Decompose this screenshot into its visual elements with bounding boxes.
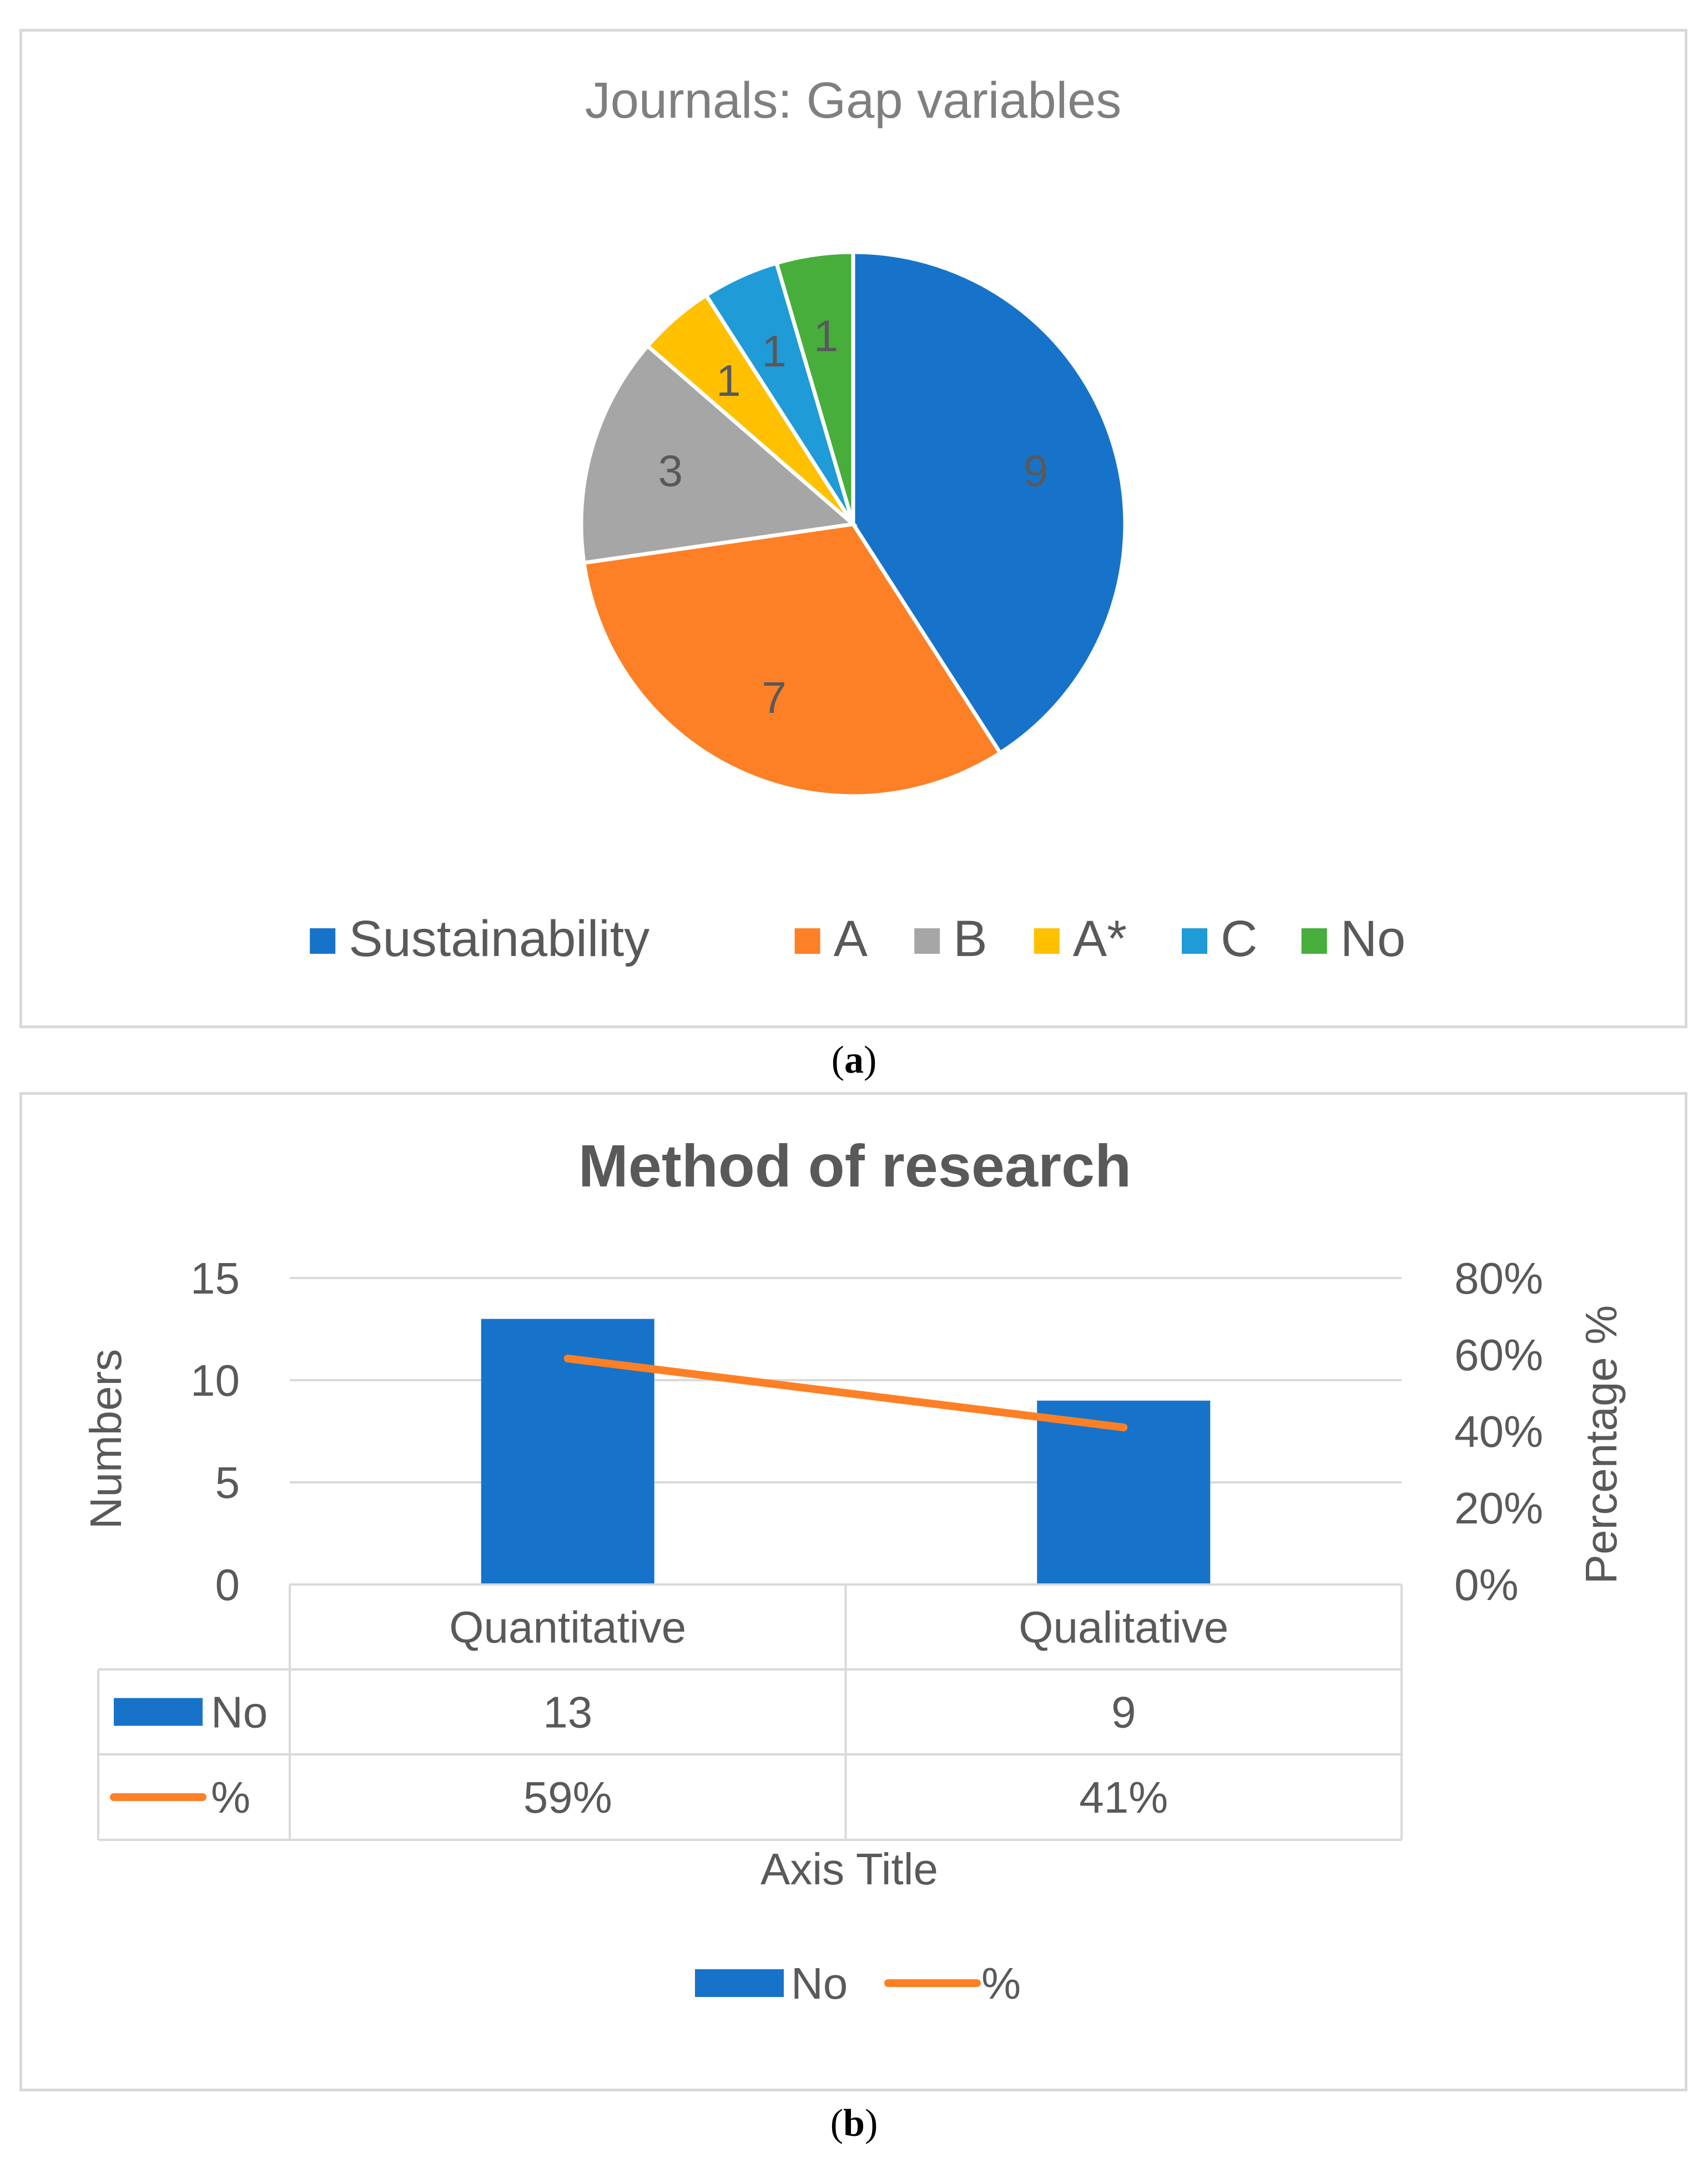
- y2-tick-60percent: 60%: [1454, 1330, 1543, 1380]
- table-legend-key-no: [114, 1698, 203, 1726]
- table-cell-percent-quantitative: 59%: [523, 1773, 612, 1822]
- bar-line-chart: Method of research 0 5 10 15 0% 20% 40% 60% 80%…: [81, 1132, 1626, 2008]
- bar-chart-title: Method of research: [578, 1132, 1131, 1199]
- legend-label-no: No: [791, 1959, 848, 2008]
- pie-data-label-no: 1: [814, 311, 839, 360]
- pie-data-label-a-star: 1: [716, 356, 741, 405]
- legend-item-a: A: [794, 911, 868, 967]
- pie-slice-a: [582, 522, 1003, 798]
- table-cell-no-qualitative: 9: [1111, 1688, 1136, 1737]
- legend-swatch-sustainability: [310, 928, 336, 954]
- y2-tick-80percent: 80%: [1454, 1254, 1543, 1303]
- legend-item-b: B: [914, 911, 987, 967]
- y2-tick-40percent: 40%: [1454, 1407, 1543, 1456]
- table-cell-no-quantitative: 13: [543, 1688, 592, 1737]
- pie-slice-b: [579, 343, 858, 565]
- line-series-percent: [563, 1354, 1128, 1432]
- legend-label-c: C: [1221, 911, 1257, 967]
- pie-data-label-a: 7: [762, 673, 787, 722]
- y-tick-5: 5: [215, 1458, 240, 1507]
- table-cell-percent-qualitative: 41%: [1079, 1773, 1168, 1822]
- caption-a-letter: a: [844, 1039, 864, 1082]
- pie-chart-title: Journals: Gap variables: [585, 72, 1122, 129]
- y2-axis-label: Percentage %: [1576, 1305, 1626, 1585]
- legend-item-sustainability: Sustainability: [310, 911, 649, 967]
- caption-b-letter: b: [843, 2102, 865, 2145]
- line-point-qualitative: [1120, 1423, 1128, 1432]
- legend-item-percent: %: [884, 1959, 1021, 2008]
- legend-item-no: No: [1301, 911, 1406, 967]
- y-axis-label: Numbers: [81, 1349, 130, 1530]
- legend-label-sustainability: Sustainability: [349, 911, 649, 967]
- y2-tick-0percent: 0%: [1454, 1560, 1519, 1609]
- y-tick-0: 0: [215, 1560, 240, 1609]
- table-series-name-no: No: [211, 1688, 268, 1737]
- caption-a: (a): [831, 1039, 877, 1082]
- pie-data-label-sustainability: 9: [1024, 446, 1049, 495]
- table-series-name-percent: %: [211, 1773, 250, 1822]
- bar-chart-panel: Method of research 0 5 10 15 0% 20% 40% 60% 80%…: [19, 1092, 1687, 2091]
- y2-tick-20percent: 20%: [1454, 1483, 1543, 1533]
- x-axis-title: Axis Title: [760, 1844, 938, 1894]
- legend-swatch-a-star: [1034, 928, 1060, 954]
- legend-item-a-star: A*: [1034, 911, 1127, 967]
- legend-swatch-c: [1182, 928, 1207, 954]
- y-tick-10: 10: [190, 1356, 240, 1405]
- legend-swatch-no: [695, 1969, 784, 1997]
- legend-item-no: No: [695, 1959, 848, 2008]
- legend-label-a: A: [834, 911, 868, 967]
- legend-label-no: No: [1341, 911, 1406, 967]
- legend-swatch-a: [794, 928, 820, 954]
- legend-swatch-no: [1301, 928, 1327, 954]
- pie-data-label-c: 1: [762, 326, 787, 376]
- legend-label-b: B: [953, 911, 987, 967]
- y-tick-15: 15: [190, 1254, 240, 1303]
- line-point-quantitative: [563, 1354, 572, 1362]
- table-header-quantitative: Quantitative: [449, 1603, 686, 1652]
- caption-b: (b): [830, 2102, 878, 2145]
- legend-item-c: C: [1182, 911, 1257, 967]
- legend-label-a-star: A*: [1073, 911, 1127, 967]
- legend-label-percent: %: [981, 1959, 1021, 2008]
- pie-slice-no: [774, 250, 855, 525]
- pie-data-label-b: 3: [658, 446, 683, 495]
- table-header-qualitative: Qualitative: [1019, 1603, 1228, 1652]
- legend-swatch-b: [914, 928, 940, 954]
